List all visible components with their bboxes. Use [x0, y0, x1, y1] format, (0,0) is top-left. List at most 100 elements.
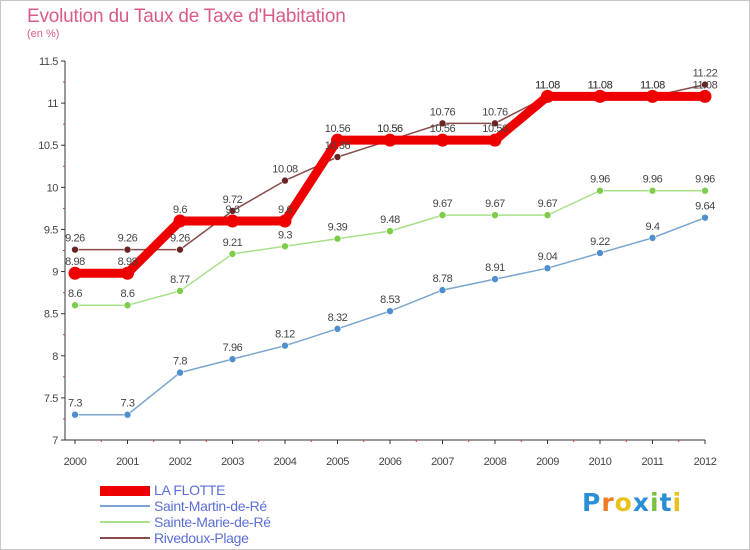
x-tick-label: 2001 [116, 456, 139, 468]
data-label: 9.4 [645, 221, 659, 233]
data-label: 7.96 [223, 342, 243, 354]
x-tick-label: 2010 [589, 456, 612, 468]
data-label: 11.08 [693, 79, 718, 91]
data-point [386, 307, 394, 315]
data-point [333, 325, 342, 333]
data-label: 9.26 [118, 233, 138, 245]
data-label: 9.96 [643, 174, 663, 186]
data-point [491, 119, 499, 128]
data-point [71, 410, 79, 419]
data-label: 11.08 [588, 79, 613, 91]
data-label: 7.3 [120, 398, 134, 410]
data-label: 11.08 [588, 79, 613, 91]
data-label: 9.3 [278, 229, 292, 241]
series-line-1 [74, 216, 706, 416]
data-label: 10.56 [325, 123, 351, 135]
logo-letter: i [650, 488, 660, 517]
data-point [648, 186, 657, 195]
data-label: 9.67 [538, 198, 558, 210]
data-point [386, 227, 394, 235]
data-label: 11.08 [640, 79, 665, 91]
data-label: 9.96 [590, 174, 610, 186]
data-label: 9.64 [695, 201, 715, 213]
x-tick-label: 2008 [484, 456, 507, 468]
data-label: 10.56 [377, 123, 403, 135]
data-point [488, 133, 502, 147]
data-point [68, 266, 82, 280]
data-label: 9.96 [695, 174, 715, 186]
data-label: 10.76 [430, 106, 456, 118]
data-point [333, 234, 342, 243]
y-tick-label: 8 [52, 351, 58, 363]
data-label: 10.56 [430, 123, 456, 135]
data-label: 9.26 [170, 233, 190, 245]
chart-subtitle: (en %) [27, 28, 60, 40]
data-label: 8.98 [65, 256, 85, 268]
data-label: 9.67 [433, 198, 453, 210]
legend-swatch [100, 537, 150, 539]
series-line-2 [74, 189, 706, 306]
data-label: 9.72 [223, 194, 243, 206]
x-tick-label: 2009 [536, 456, 559, 468]
y-tick-label: 9.5 [44, 224, 58, 236]
x-tick-label: 2012 [694, 456, 717, 468]
data-label: 10.08 [272, 164, 298, 176]
data-point [491, 211, 499, 219]
data-label: 8.6 [120, 288, 134, 300]
data-point [71, 301, 79, 310]
data-point [176, 368, 184, 377]
data-label: 8.53 [380, 294, 400, 306]
data-label: 9.26 [65, 233, 85, 245]
legend-swatch [100, 486, 150, 496]
data-point [438, 119, 447, 128]
data-point [228, 355, 237, 363]
legend-label: Sainte-Marie-de-Ré [154, 514, 271, 530]
data-label: 10.56 [482, 123, 508, 135]
data-point [593, 89, 607, 103]
x-tick-label: 2000 [64, 456, 87, 468]
data-label: 11.08 [535, 79, 560, 91]
data-label: 9.67 [485, 198, 505, 210]
data-label: 7.8 [173, 356, 187, 368]
data-point [596, 249, 604, 257]
y-tick-label: 11.5 [39, 56, 58, 68]
data-point [438, 286, 447, 294]
data-point [491, 275, 499, 283]
data-label: 9.39 [328, 222, 348, 234]
data-point [698, 89, 712, 103]
data-label: 8.12 [275, 329, 295, 341]
data-label: 11.08 [640, 79, 665, 91]
legend-label: Rivedoux-Plage [154, 530, 249, 546]
legend-swatch [100, 521, 150, 523]
data-point [123, 301, 132, 310]
data-label: 8.77 [170, 274, 190, 286]
logo-letter: x [632, 488, 650, 517]
y-tick-label: 11 [47, 98, 58, 110]
data-label: 8.6 [68, 288, 82, 300]
data-point [596, 186, 604, 195]
y-tick-label: 10 [47, 182, 59, 194]
data-point [278, 214, 292, 228]
logo-letter: t [659, 488, 673, 517]
data-label: 9.04 [538, 251, 558, 263]
y-tick-label: 7 [52, 435, 58, 447]
logo-letter: r [601, 488, 615, 517]
data-point [383, 133, 397, 147]
legend-label: LA FLOTTE [154, 482, 226, 498]
x-tick-label: 2006 [379, 456, 402, 468]
y-tick-label: 9 [52, 267, 58, 279]
data-label: 9.48 [380, 214, 400, 226]
data-point [648, 234, 657, 242]
data-point [438, 211, 447, 219]
x-tick-label: 2004 [274, 456, 297, 468]
data-label: 7.3 [68, 398, 82, 410]
data-label: 10.76 [482, 106, 508, 118]
data-label: 9.6 [225, 204, 239, 216]
data-point [228, 207, 237, 215]
data-label: 10.36 [325, 140, 351, 152]
data-point [173, 214, 187, 228]
data-point [543, 264, 552, 272]
data-point [701, 186, 709, 195]
data-label: 10.56 [377, 123, 403, 135]
